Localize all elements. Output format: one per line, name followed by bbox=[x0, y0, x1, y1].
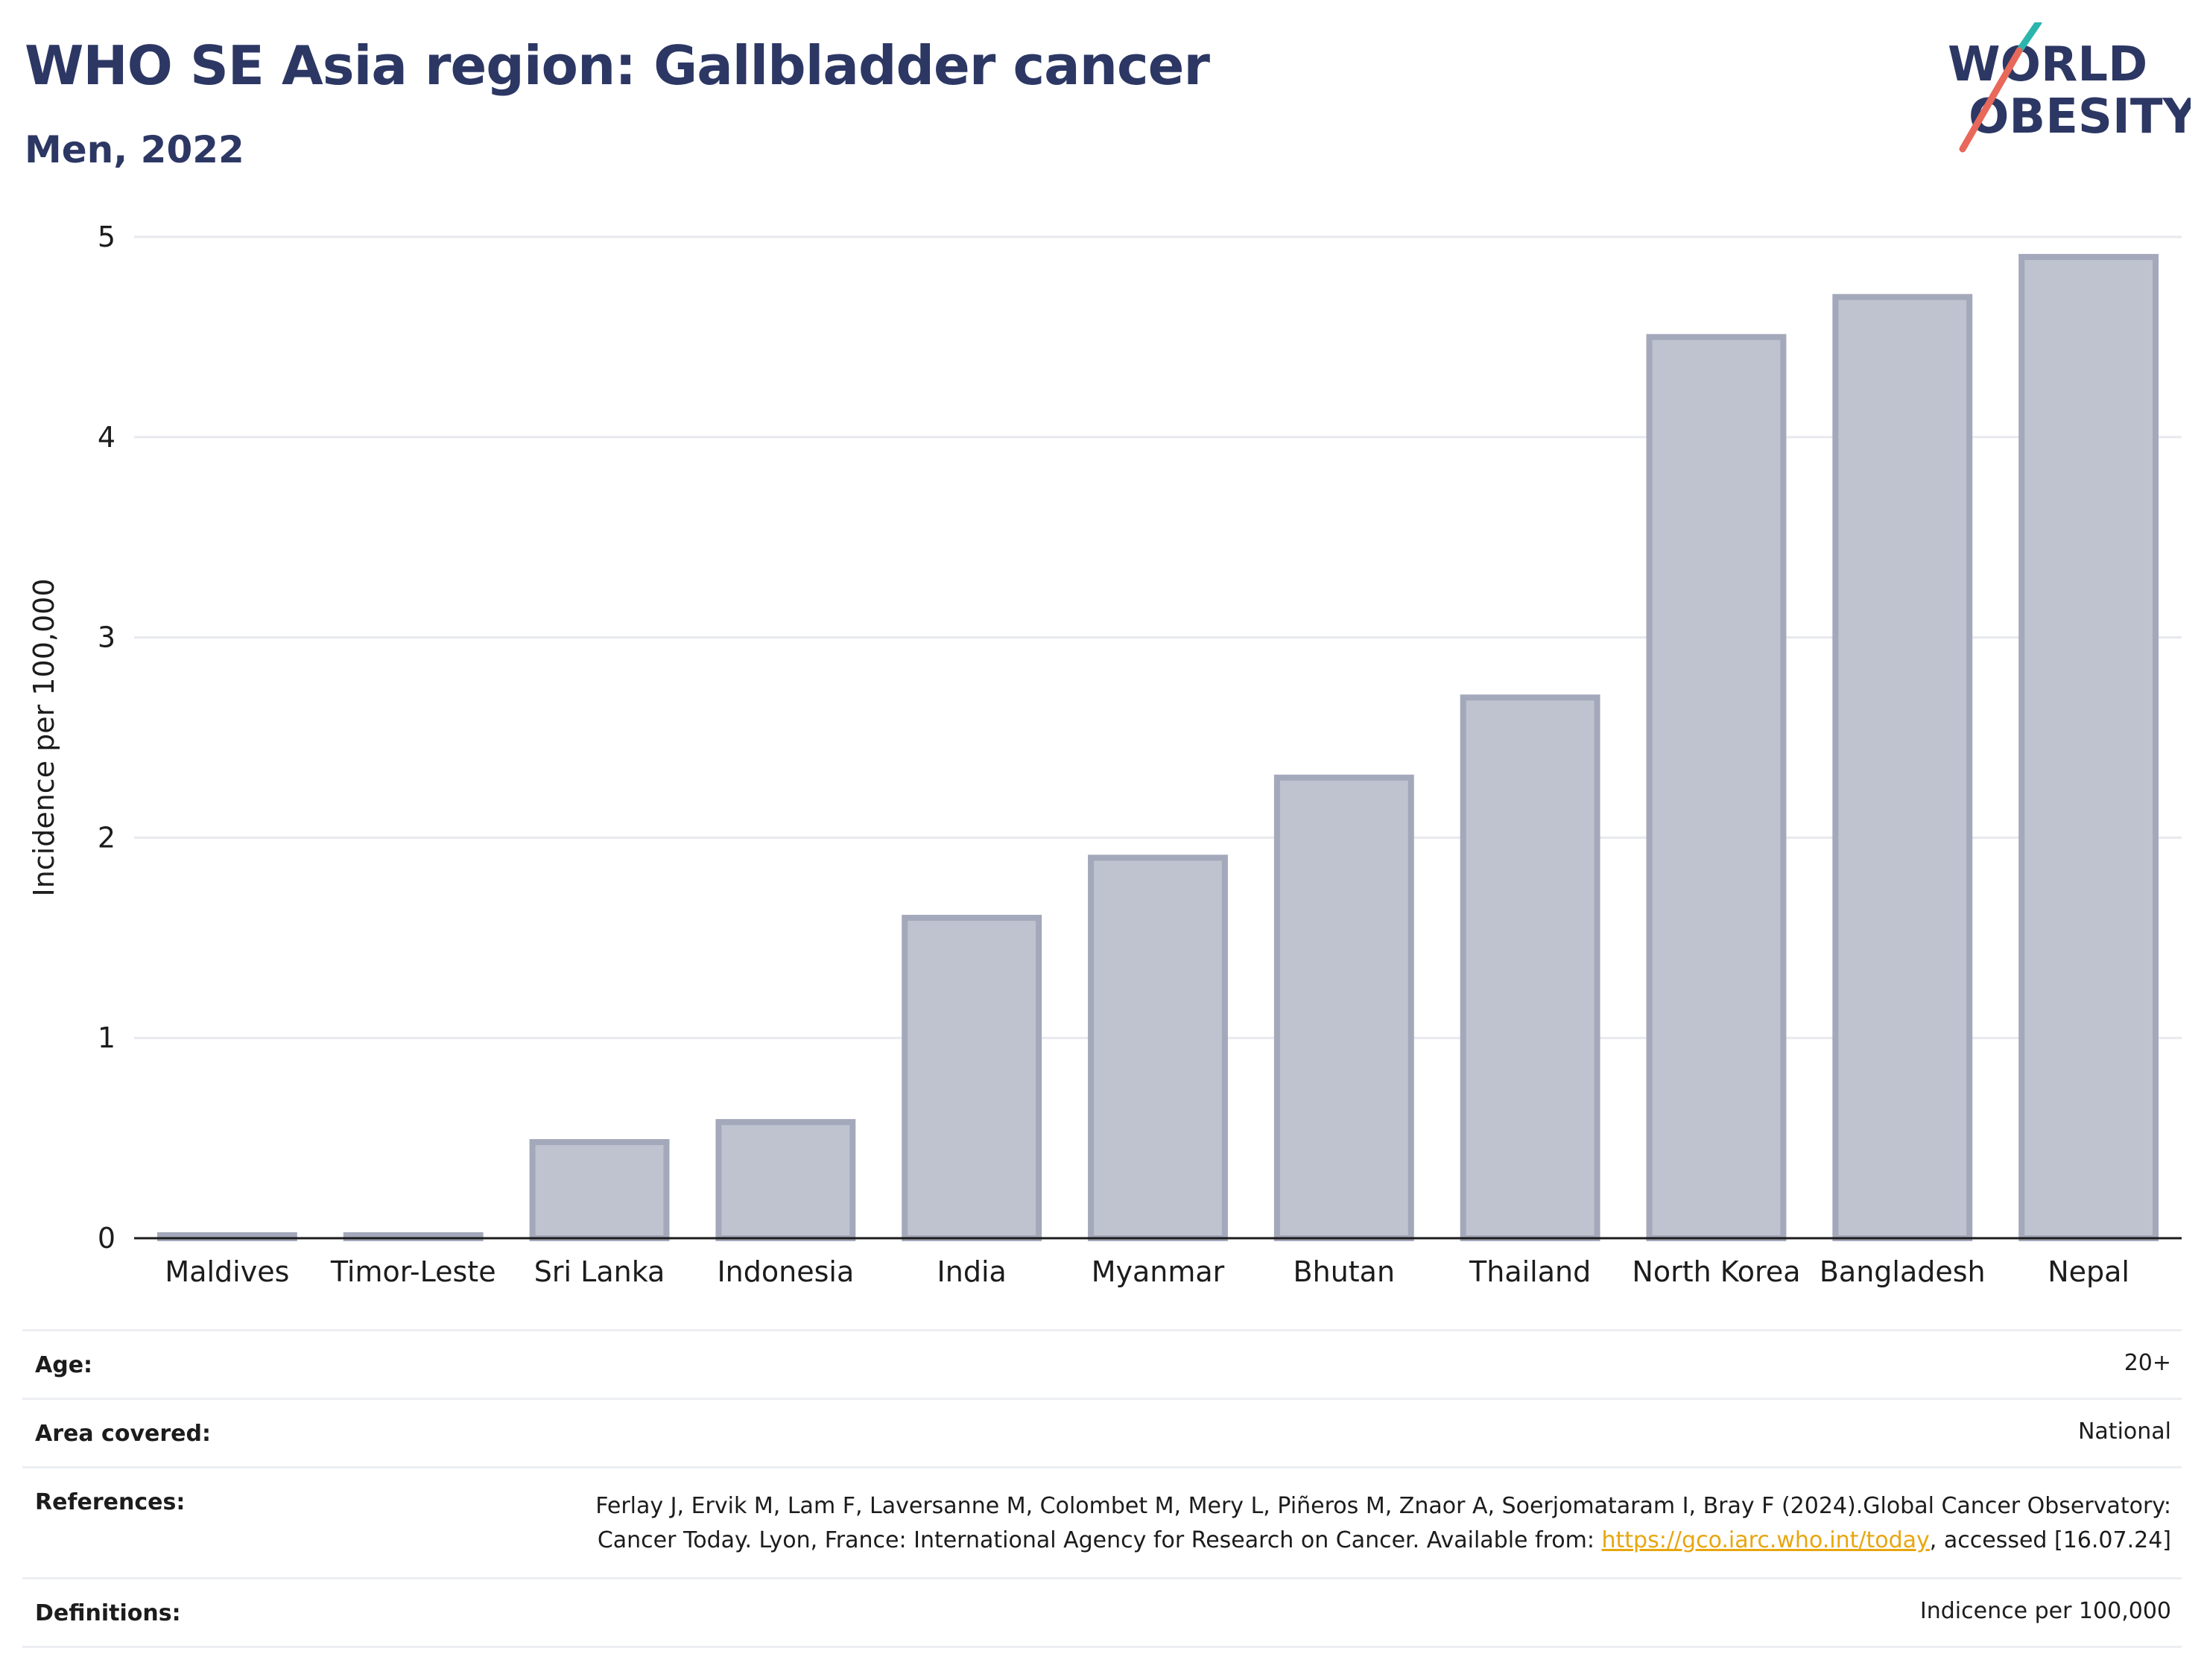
y-axis-label: Incidence per 100,000 bbox=[28, 578, 60, 896]
logo-slash-coral bbox=[1959, 47, 2023, 153]
x-tick-label: India bbox=[937, 1255, 1007, 1288]
references-value: Ferlay J, Ervik M, Lam F, Laversanne M, … bbox=[547, 1489, 2171, 1558]
bar-india[interactable] bbox=[902, 914, 1042, 1242]
logo-word-world: WORLD bbox=[1948, 37, 2147, 92]
references-text-after: , accessed [16.07.24] bbox=[1929, 1527, 2171, 1553]
x-tick-label: Timor-Leste bbox=[330, 1255, 496, 1288]
bar-myanmar[interactable] bbox=[1088, 855, 1228, 1242]
area-label: Area covered: bbox=[35, 1421, 211, 1447]
x-tick-label: Sri Lanka bbox=[534, 1255, 665, 1288]
info-row-area: Area covered: National bbox=[22, 1398, 2182, 1466]
age-value: 20+ bbox=[2124, 1350, 2171, 1376]
y-tick-label: 3 bbox=[98, 621, 115, 654]
references-link[interactable]: https://gco.iarc.who.int/today bbox=[1601, 1527, 1930, 1553]
bar-chart: 0 1 2 3 4 5 Maldives Timor-Leste Sri Lanka Indone… bbox=[28, 221, 2182, 1288]
x-tick-label: Maldives bbox=[165, 1255, 289, 1288]
definitions-value: Indicence per 100,000 bbox=[1919, 1598, 2171, 1624]
x-tick-label: Myanmar bbox=[1092, 1255, 1225, 1288]
bar-thailand[interactable] bbox=[1460, 694, 1600, 1241]
x-tick-label: Bangladesh bbox=[1820, 1255, 1986, 1288]
bar-bangladesh[interactable] bbox=[1832, 294, 1973, 1241]
age-label: Age: bbox=[35, 1352, 93, 1378]
references-label: References: bbox=[35, 1489, 186, 1515]
y-tick-label: 1 bbox=[98, 1021, 115, 1054]
x-tick-label: Indonesia bbox=[717, 1255, 854, 1288]
chart-title: WHO SE Asia region: Gallbladder cancer bbox=[25, 34, 1210, 97]
chart-subtitle: Men, 2022 bbox=[25, 128, 244, 171]
info-row-references: References: Ferlay J, Ervik M, Lam F, La… bbox=[22, 1466, 2182, 1577]
definitions-label: Definitions: bbox=[35, 1600, 181, 1626]
y-tick-label: 4 bbox=[98, 421, 115, 454]
bars bbox=[156, 253, 2159, 1242]
info-table: Age: 20+ Area covered: National Referenc… bbox=[22, 1329, 2182, 1648]
y-tick-label: 0 bbox=[98, 1222, 115, 1255]
info-row-age: Age: 20+ bbox=[22, 1329, 2182, 1398]
logo-word-obesity: OBESITY bbox=[1969, 89, 2191, 145]
references-text-before: Ferlay J, Ervik M, Lam F, Laversanne M, … bbox=[595, 1493, 2171, 1553]
bar-bhutan[interactable] bbox=[1273, 774, 1414, 1241]
x-tick-label: Bhutan bbox=[1293, 1255, 1396, 1288]
y-tick-label: 2 bbox=[98, 821, 115, 854]
x-tick-label: North Korea bbox=[1632, 1255, 1800, 1288]
info-row-definitions: Definitions: Indicence per 100,000 bbox=[22, 1577, 2182, 1648]
bar-nepal[interactable] bbox=[2018, 253, 2159, 1241]
bar-north-korea[interactable] bbox=[1646, 334, 1787, 1241]
bar-sri-lanka[interactable] bbox=[529, 1138, 670, 1241]
axes: 0 1 2 3 4 5 Maldives Timor-Leste Sri Lanka Indone… bbox=[98, 221, 2182, 1288]
world-obesity-logo: WORLD OBESITY bbox=[1948, 22, 2191, 153]
x-tick-label: Thailand bbox=[1469, 1255, 1591, 1288]
y-tick-label: 5 bbox=[98, 221, 115, 253]
bar-indonesia[interactable] bbox=[715, 1119, 856, 1241]
logo-slash-teal bbox=[2015, 22, 2042, 54]
x-tick-label: Nepal bbox=[2048, 1255, 2129, 1288]
area-value: National bbox=[2077, 1419, 2171, 1445]
